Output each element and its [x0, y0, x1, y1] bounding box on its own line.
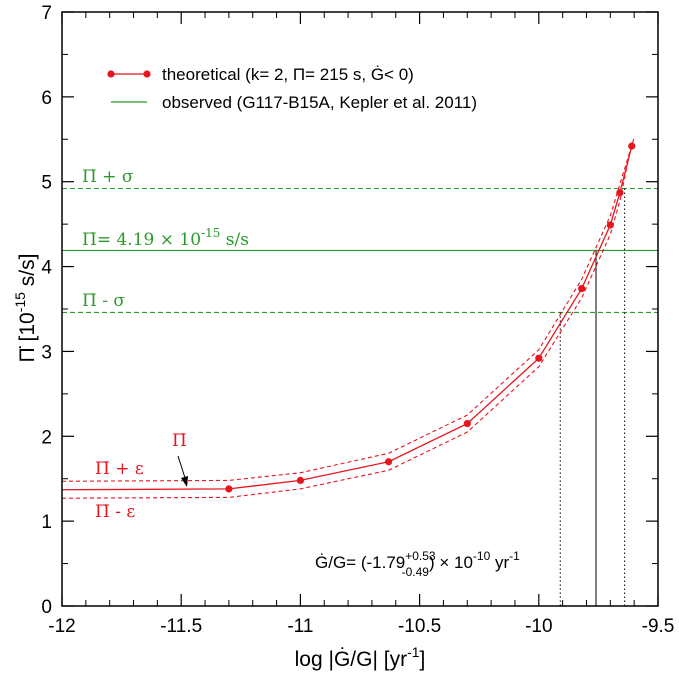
x-axis-title-exp: -1	[407, 644, 420, 660]
x-axis-title-pre: log |Ġ/G| [yr	[295, 648, 407, 671]
y-axis-title: Π̇ [10-15 s/s]	[12, 254, 39, 363]
y-tick-label-1: 1	[41, 512, 52, 533]
theory-main-curve	[61, 145, 633, 491]
annotation-gdot-pre: Ġ/G= (-1.79	[315, 552, 405, 572]
x-axis-title: log |Ġ/G| [yr-1]	[295, 644, 426, 671]
tick-labels: -12 -11.5 -11 -10.5 -10 -9.5 0 1 2 3 4 5 6 7	[41, 3, 674, 637]
theory-marker-3	[463, 419, 471, 428]
annotation-pi-minus-eps: Π̇ - ε	[95, 502, 135, 522]
annotation-pi-plus-eps: Π̇ + ε	[95, 459, 144, 479]
x-axis-title-post: ]	[420, 648, 426, 671]
annotation-pi-value-exp: -15	[201, 226, 220, 240]
y-tick-label-7: 7	[41, 3, 52, 24]
theory-marker-2	[385, 458, 393, 466]
theory-marker-1	[296, 476, 304, 485]
x-tick-label-3: -10.5	[398, 616, 441, 637]
x-tick-label-1: -11.5	[160, 616, 202, 637]
vertical-lines	[559, 188, 626, 606]
x-tick-label-4: -10	[525, 616, 552, 637]
theory-curves	[61, 137, 635, 499]
theory-minus-eps-curve	[61, 154, 630, 499]
legend-theory-marker-right	[143, 70, 151, 78]
y-axis-title-pre: Π̇ [10	[16, 312, 39, 362]
annotation-pi-value: Π̇= 4.19 × 10-15 s/s	[82, 226, 249, 250]
annotation-pi-minus-sigma: Π̇ - σ	[82, 291, 125, 311]
axis-ticks	[61, 11, 659, 607]
theory-marker-8	[628, 142, 636, 150]
x-tick-label-0: -12	[48, 616, 75, 637]
annotation-gdot-unit: yr	[490, 553, 509, 572]
y-tick-label-3: 3	[41, 342, 52, 363]
x-tick-label-2: -11	[287, 616, 313, 637]
annotation-gdot-unit-exp: -1	[509, 549, 520, 563]
theory-marker-7	[616, 189, 624, 197]
legend-observed-label: observed (G117-B15A, Kepler et al. 2011)	[162, 93, 477, 112]
legend: theoretical (k= 2, Π= 215 s, Ġ< 0) obser…	[107, 64, 477, 112]
y-axis-title-post: s/s]	[16, 254, 39, 293]
observed-lines	[62, 187, 658, 313]
legend-theory-marker-left	[107, 70, 115, 78]
theory-marker-5	[578, 285, 586, 293]
y-axis-title-exp: -15	[12, 292, 28, 312]
annotation-gdot-sup: +0.53	[405, 549, 436, 563]
annotation-pi-value-post: s/s	[220, 230, 249, 250]
annotation-pi-plus-sigma: Π̇ + σ	[82, 167, 134, 187]
annotation-gdot: Ġ/G= (-1.79+0.53 -0.49) × 10-10 yr-1	[315, 549, 520, 579]
legend-theory-label: theoretical (k= 2, Π= 215 s, Ġ< 0)	[162, 64, 414, 84]
y-tick-label-4: 4	[41, 258, 52, 279]
theory-plus-eps-curve	[61, 137, 635, 482]
annotation-pi-value-pre: Π̇= 4.19 × 10	[82, 230, 201, 250]
y-tick-label-6: 6	[41, 88, 52, 109]
theory-marker-4	[535, 354, 543, 362]
annotation-gdot-exp: -10	[473, 549, 491, 563]
annotation-pi-dot: Π̇	[172, 431, 187, 451]
y-tick-label-5: 5	[41, 173, 52, 194]
y-tick-label-0: 0	[41, 597, 52, 618]
annotation-arrow-head	[181, 476, 188, 487]
annotation-gdot-sub: -0.49	[402, 565, 430, 579]
y-tick-label-2: 2	[41, 427, 52, 448]
theory-marker-0	[225, 485, 233, 493]
theory-markers	[225, 142, 636, 493]
x-tick-label-5: -9.5	[642, 616, 675, 637]
theory-marker-6	[606, 221, 614, 229]
annotation-gdot-post: ) × 10	[429, 553, 473, 572]
